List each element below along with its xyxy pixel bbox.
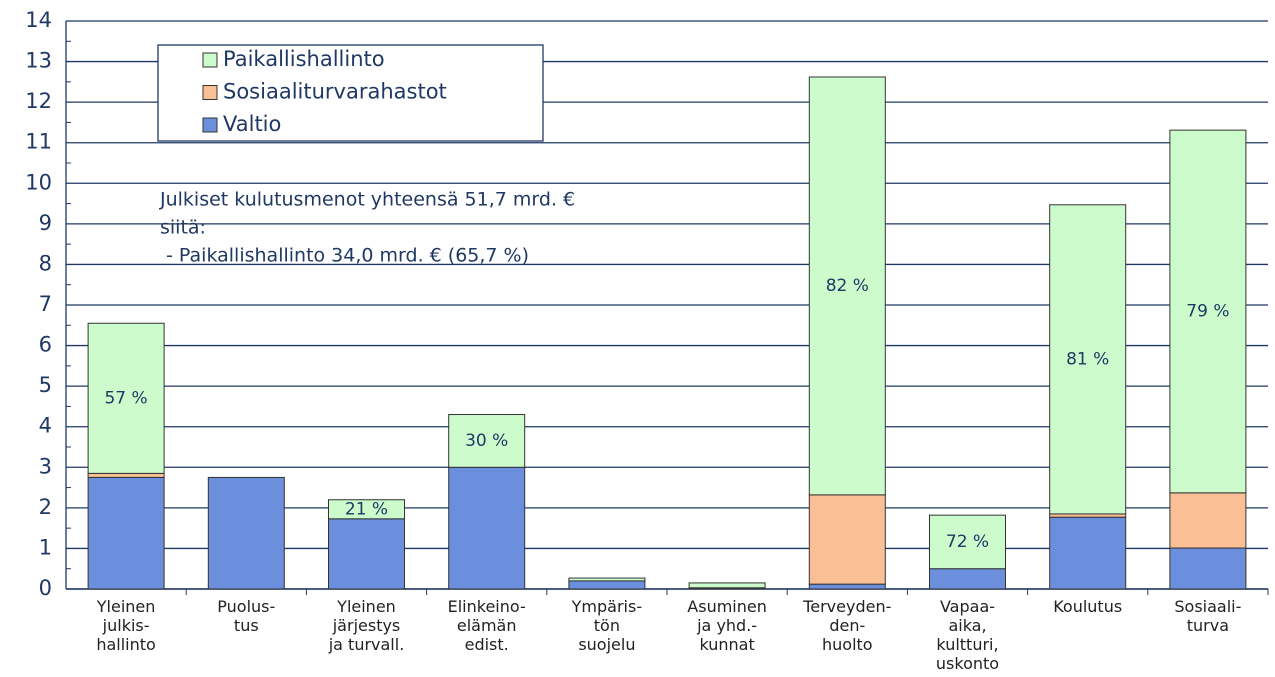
bar-segment <box>328 518 405 590</box>
y-tick-label: 5 <box>39 373 52 397</box>
legend-swatch <box>202 117 218 133</box>
bar-segment <box>929 514 1006 570</box>
legend-swatch <box>202 52 218 68</box>
bar-segment <box>808 494 886 585</box>
x-tick-label: Asuminen ja yhd.- kunnat <box>687 597 767 654</box>
y-tick-label: 13 <box>25 49 52 73</box>
x-tick-label: Yleinen järjestys ja turvall. <box>328 597 405 654</box>
legend-label: Valtio <box>223 112 281 136</box>
note: siitä: <box>160 217 206 239</box>
bar-segment <box>87 472 165 478</box>
y-tick-label: 12 <box>25 89 52 113</box>
bar-segment <box>808 583 886 590</box>
bar-segment <box>328 499 405 520</box>
bar-segment <box>1169 492 1247 549</box>
legend-label: Paikallishallinto <box>223 47 385 71</box>
bar-segment <box>1049 516 1127 590</box>
bar-segment <box>688 582 766 589</box>
y-tick-label: 11 <box>25 130 52 154</box>
y-tick-label: 10 <box>25 170 52 194</box>
bar-segment <box>87 322 165 474</box>
percent-label: 30 % <box>465 431 508 451</box>
legend-box <box>157 44 544 142</box>
x-tick-label: Vapaa- aika, kultturi, uskonto <box>935 597 1000 673</box>
bar-segment <box>1049 204 1127 515</box>
percent-label: 21 % <box>345 499 388 519</box>
bar-segment <box>929 568 1006 590</box>
percent-label: 72 % <box>946 532 989 552</box>
x-tick-label: Terveyden- den- huolto <box>803 597 892 654</box>
x-tick-label: Yleinen julkis- hallinto <box>96 597 156 654</box>
bar-segment <box>568 577 646 582</box>
y-tick-label: 7 <box>39 292 52 316</box>
y-tick-label: 1 <box>39 535 52 559</box>
bar-segment <box>808 76 886 496</box>
legend-swatch <box>202 85 218 100</box>
x-tick-label: Puolus- tus <box>217 597 276 635</box>
bar-segment <box>448 414 526 468</box>
x-tick-label: Koulutus <box>1053 597 1123 616</box>
percent-label: 79 % <box>1186 301 1229 321</box>
x-tick-label: Ympäris- tön suojelu <box>571 597 643 654</box>
bar-segment <box>1169 129 1247 494</box>
bar-segment <box>87 476 165 590</box>
note: - Paikallishallinto 34,0 mrd. € (65,7 %) <box>160 245 529 267</box>
percent-label: 82 % <box>826 276 869 296</box>
y-tick-label: 0 <box>39 576 52 600</box>
y-tick-label: 8 <box>39 251 52 275</box>
x-tick-label: Elinkeino- elämän edist. <box>447 597 526 654</box>
y-tick-label: 4 <box>39 414 52 438</box>
note: Julkiset kulutusmenot yhteensä 51,7 mrd.… <box>159 189 575 211</box>
percent-label: 81 % <box>1066 349 1109 369</box>
bar-segment <box>448 466 526 590</box>
bar-segment <box>1169 547 1247 590</box>
y-tick-label: 2 <box>39 495 52 519</box>
bar-segment <box>207 476 285 590</box>
percent-label: 57 % <box>104 388 147 408</box>
legend-label: Sosiaaliturvarahastot <box>223 80 447 104</box>
x-tick-label: Sosiaali- turva <box>1174 597 1242 635</box>
y-tick-label: 9 <box>39 211 52 235</box>
y-tick-label: 6 <box>39 333 52 357</box>
bar-segment <box>568 580 646 590</box>
y-tick-label: 14 <box>25 8 52 32</box>
y-tick-label: 3 <box>39 454 52 478</box>
